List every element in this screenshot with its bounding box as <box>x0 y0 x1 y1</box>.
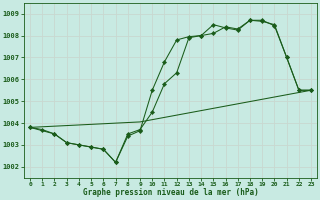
X-axis label: Graphe pression niveau de la mer (hPa): Graphe pression niveau de la mer (hPa) <box>83 188 259 197</box>
